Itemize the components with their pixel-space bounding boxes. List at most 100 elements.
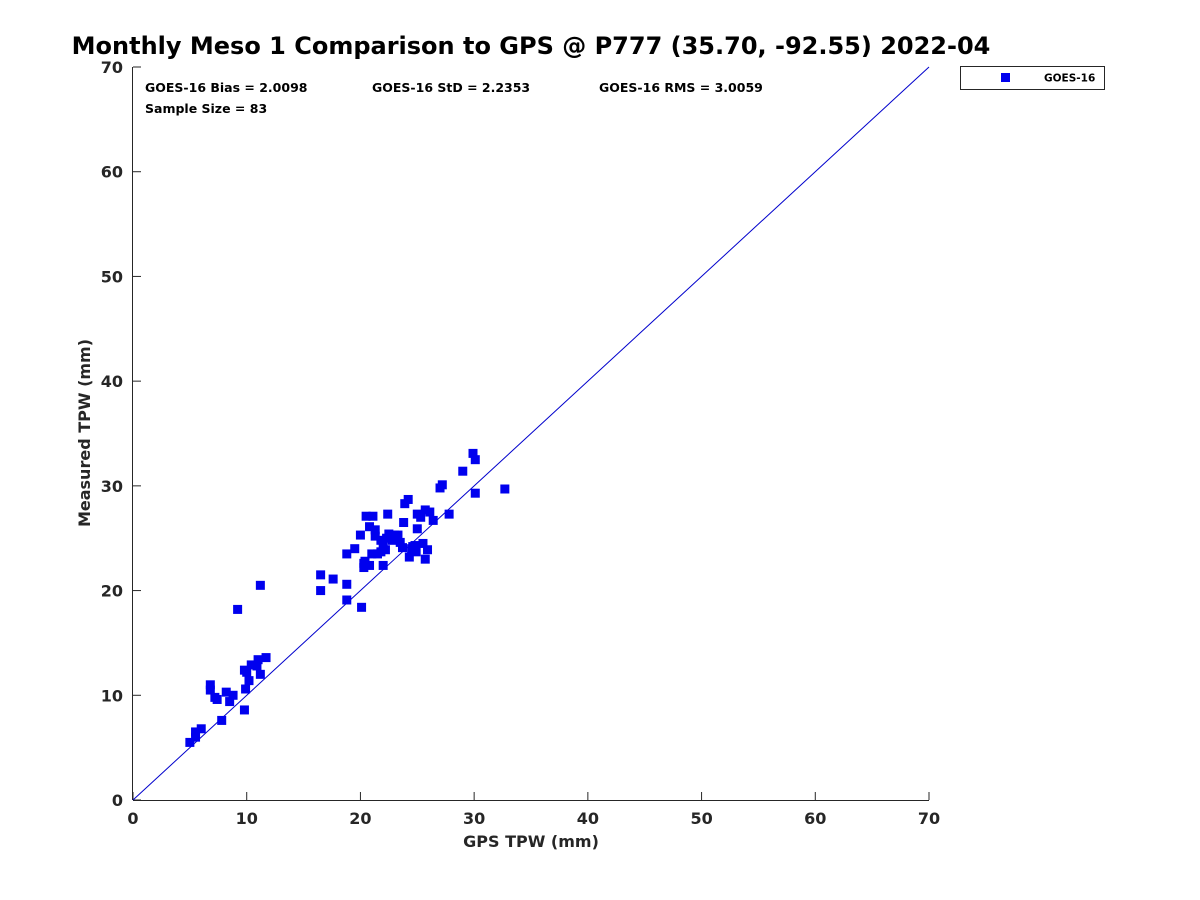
data-point	[470, 455, 480, 465]
data-point	[233, 604, 243, 614]
data-point	[399, 518, 409, 528]
data-point	[365, 522, 375, 532]
data-point	[393, 530, 403, 540]
data-point	[370, 531, 380, 541]
data-point	[244, 676, 254, 686]
data-point	[196, 724, 206, 734]
data-point	[221, 687, 231, 697]
data-point	[376, 535, 386, 545]
data-point	[437, 480, 447, 490]
data-point	[428, 515, 438, 525]
data-point	[395, 537, 405, 547]
data-point	[444, 509, 454, 519]
data-point	[403, 494, 413, 504]
data-point	[383, 509, 393, 519]
data-point	[412, 524, 422, 534]
data-point	[328, 574, 338, 584]
x-tick-label: 40	[577, 809, 599, 828]
std-stat: GOES-16 StD = 2.2353	[372, 80, 530, 95]
x-tick-label: 0	[127, 809, 138, 828]
data-point	[342, 579, 352, 589]
data-point	[398, 543, 408, 553]
data-point	[212, 694, 222, 704]
data-point	[261, 653, 271, 663]
data-point	[191, 727, 201, 737]
x-tick-label: 30	[463, 809, 485, 828]
bias-stat: GOES-16 Bias = 2.0098	[145, 80, 307, 95]
identity-line	[132, 66, 930, 801]
data-point	[342, 549, 352, 559]
data-point	[185, 737, 195, 747]
data-point	[252, 661, 262, 671]
data-point	[357, 602, 367, 612]
data-point	[350, 544, 360, 554]
rms-stat: GOES-16 RMS = 3.0059	[599, 80, 763, 95]
y-tick-label: 70	[101, 58, 123, 77]
y-tick-label: 10	[101, 686, 123, 705]
data-point	[365, 560, 375, 570]
one-to-one-line	[132, 66, 930, 801]
data-point	[246, 660, 256, 670]
x-axis-label: GPS TPW (mm)	[463, 832, 599, 851]
y-tick-label: 60	[101, 163, 123, 182]
data-point	[376, 547, 386, 557]
data-point	[316, 586, 326, 596]
data-point	[420, 554, 430, 564]
data-point	[359, 558, 369, 568]
chart-title: Monthly Meso 1 Comparison to GPS @ P777 …	[72, 32, 991, 60]
data-point	[253, 655, 263, 665]
data-point	[380, 545, 390, 555]
data-point	[228, 690, 238, 700]
x-tick-label: 70	[918, 809, 940, 828]
data-point	[239, 705, 249, 715]
data-point	[425, 507, 435, 517]
data-point	[191, 732, 201, 742]
y-tick-label: 50	[101, 267, 123, 286]
data-point	[205, 680, 215, 690]
data-point	[367, 549, 377, 559]
x-tick-label: 50	[690, 809, 712, 828]
data-point	[205, 685, 215, 695]
y-axis-label: Measured TPW (mm)	[75, 339, 94, 527]
y-tick-label: 0	[112, 791, 123, 810]
data-point	[416, 512, 426, 522]
data-point	[370, 525, 380, 535]
x-tick-label: 10	[236, 809, 258, 828]
data-point	[255, 669, 265, 679]
data-point	[241, 684, 251, 694]
data-point	[316, 570, 326, 580]
x-tick-label: 60	[804, 809, 826, 828]
axes: 0 10 20 30 40 50 60 70 0 10 20 30 40 50 60 70	[101, 58, 940, 828]
y-tick-label: 40	[101, 372, 123, 391]
data-point	[361, 511, 371, 521]
data-point	[500, 484, 510, 494]
data-point	[342, 595, 352, 605]
data-point	[418, 538, 428, 548]
data-point	[468, 448, 478, 458]
data-point	[355, 530, 365, 540]
y-tick-label: 30	[101, 477, 123, 496]
data-point	[217, 715, 227, 725]
legend-marker-goes16	[1001, 73, 1010, 82]
data-point	[385, 532, 395, 542]
data-point	[225, 697, 235, 707]
data-point	[423, 545, 433, 555]
data-point	[255, 580, 265, 590]
data-point	[368, 511, 378, 521]
data-point	[420, 505, 430, 515]
data-point	[378, 560, 388, 570]
x-tick-label: 20	[349, 809, 371, 828]
legend-box	[960, 66, 1105, 90]
data-point	[408, 542, 418, 552]
data-points	[185, 448, 510, 747]
data-point	[470, 488, 480, 498]
y-tick-label: 20	[101, 582, 123, 601]
legend-label-goes16: GOES-16	[1044, 73, 1095, 85]
data-point	[411, 547, 421, 557]
data-point	[458, 466, 468, 476]
data-point	[242, 667, 252, 677]
data-point	[404, 552, 414, 562]
legend: GOES-16	[960, 66, 1105, 90]
sample-size-stat: Sample Size = 83	[145, 101, 267, 116]
